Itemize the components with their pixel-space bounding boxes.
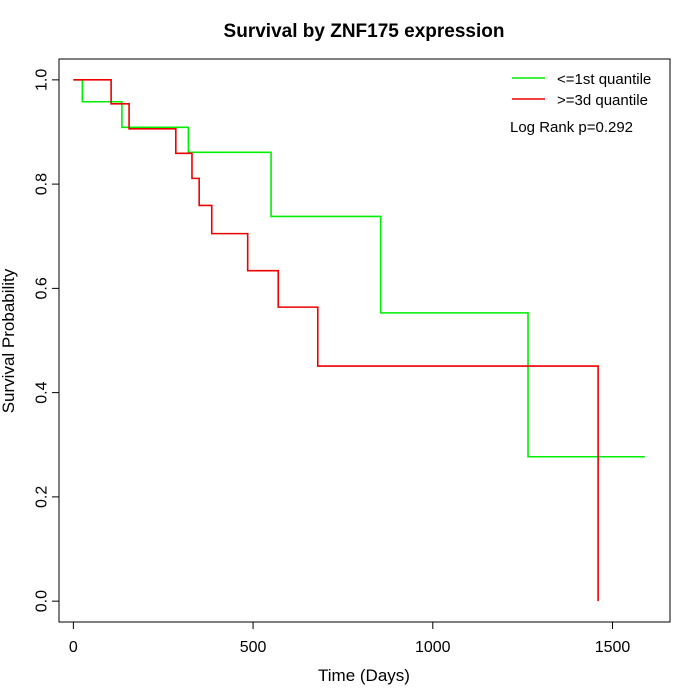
series-group — [73, 79, 645, 602]
series-line-low-quantile — [73, 79, 645, 458]
y-tick-label: 1.0 — [34, 69, 51, 91]
x-tick-label: 0 — [69, 639, 78, 656]
log-rank-annotation: Log Rank p=0.292 — [510, 119, 633, 136]
x-axis: 0 500 1000 1500 — [69, 621, 631, 656]
x-tick-label: 1000 — [415, 639, 451, 656]
plot-frame — [58, 58, 671, 623]
y-tick-label: 0.8 — [34, 173, 51, 195]
y-tick-label: 0.2 — [34, 486, 51, 508]
legend: <=1st quantile >=3d quantile — [512, 71, 651, 109]
y-tick-label: 0.4 — [34, 381, 51, 403]
series-line-high-quantile — [73, 79, 599, 602]
y-tick-label: 0.0 — [34, 590, 51, 612]
legend-label-high-quantile: >=3d quantile — [557, 92, 648, 109]
chart-title: Survival by ZNF175 expression — [224, 21, 505, 42]
x-axis-label: Time (Days) — [318, 666, 410, 685]
x-tick-label: 1500 — [595, 639, 631, 656]
y-axis: 0.0 0.2 0.4 0.6 0.8 1.0 — [34, 69, 60, 612]
legend-label-low-quantile: <=1st quantile — [557, 71, 651, 88]
x-tick-label: 500 — [240, 639, 267, 656]
y-tick-label: 0.6 — [34, 277, 51, 299]
y-axis-label: Survival Probability — [0, 268, 18, 413]
